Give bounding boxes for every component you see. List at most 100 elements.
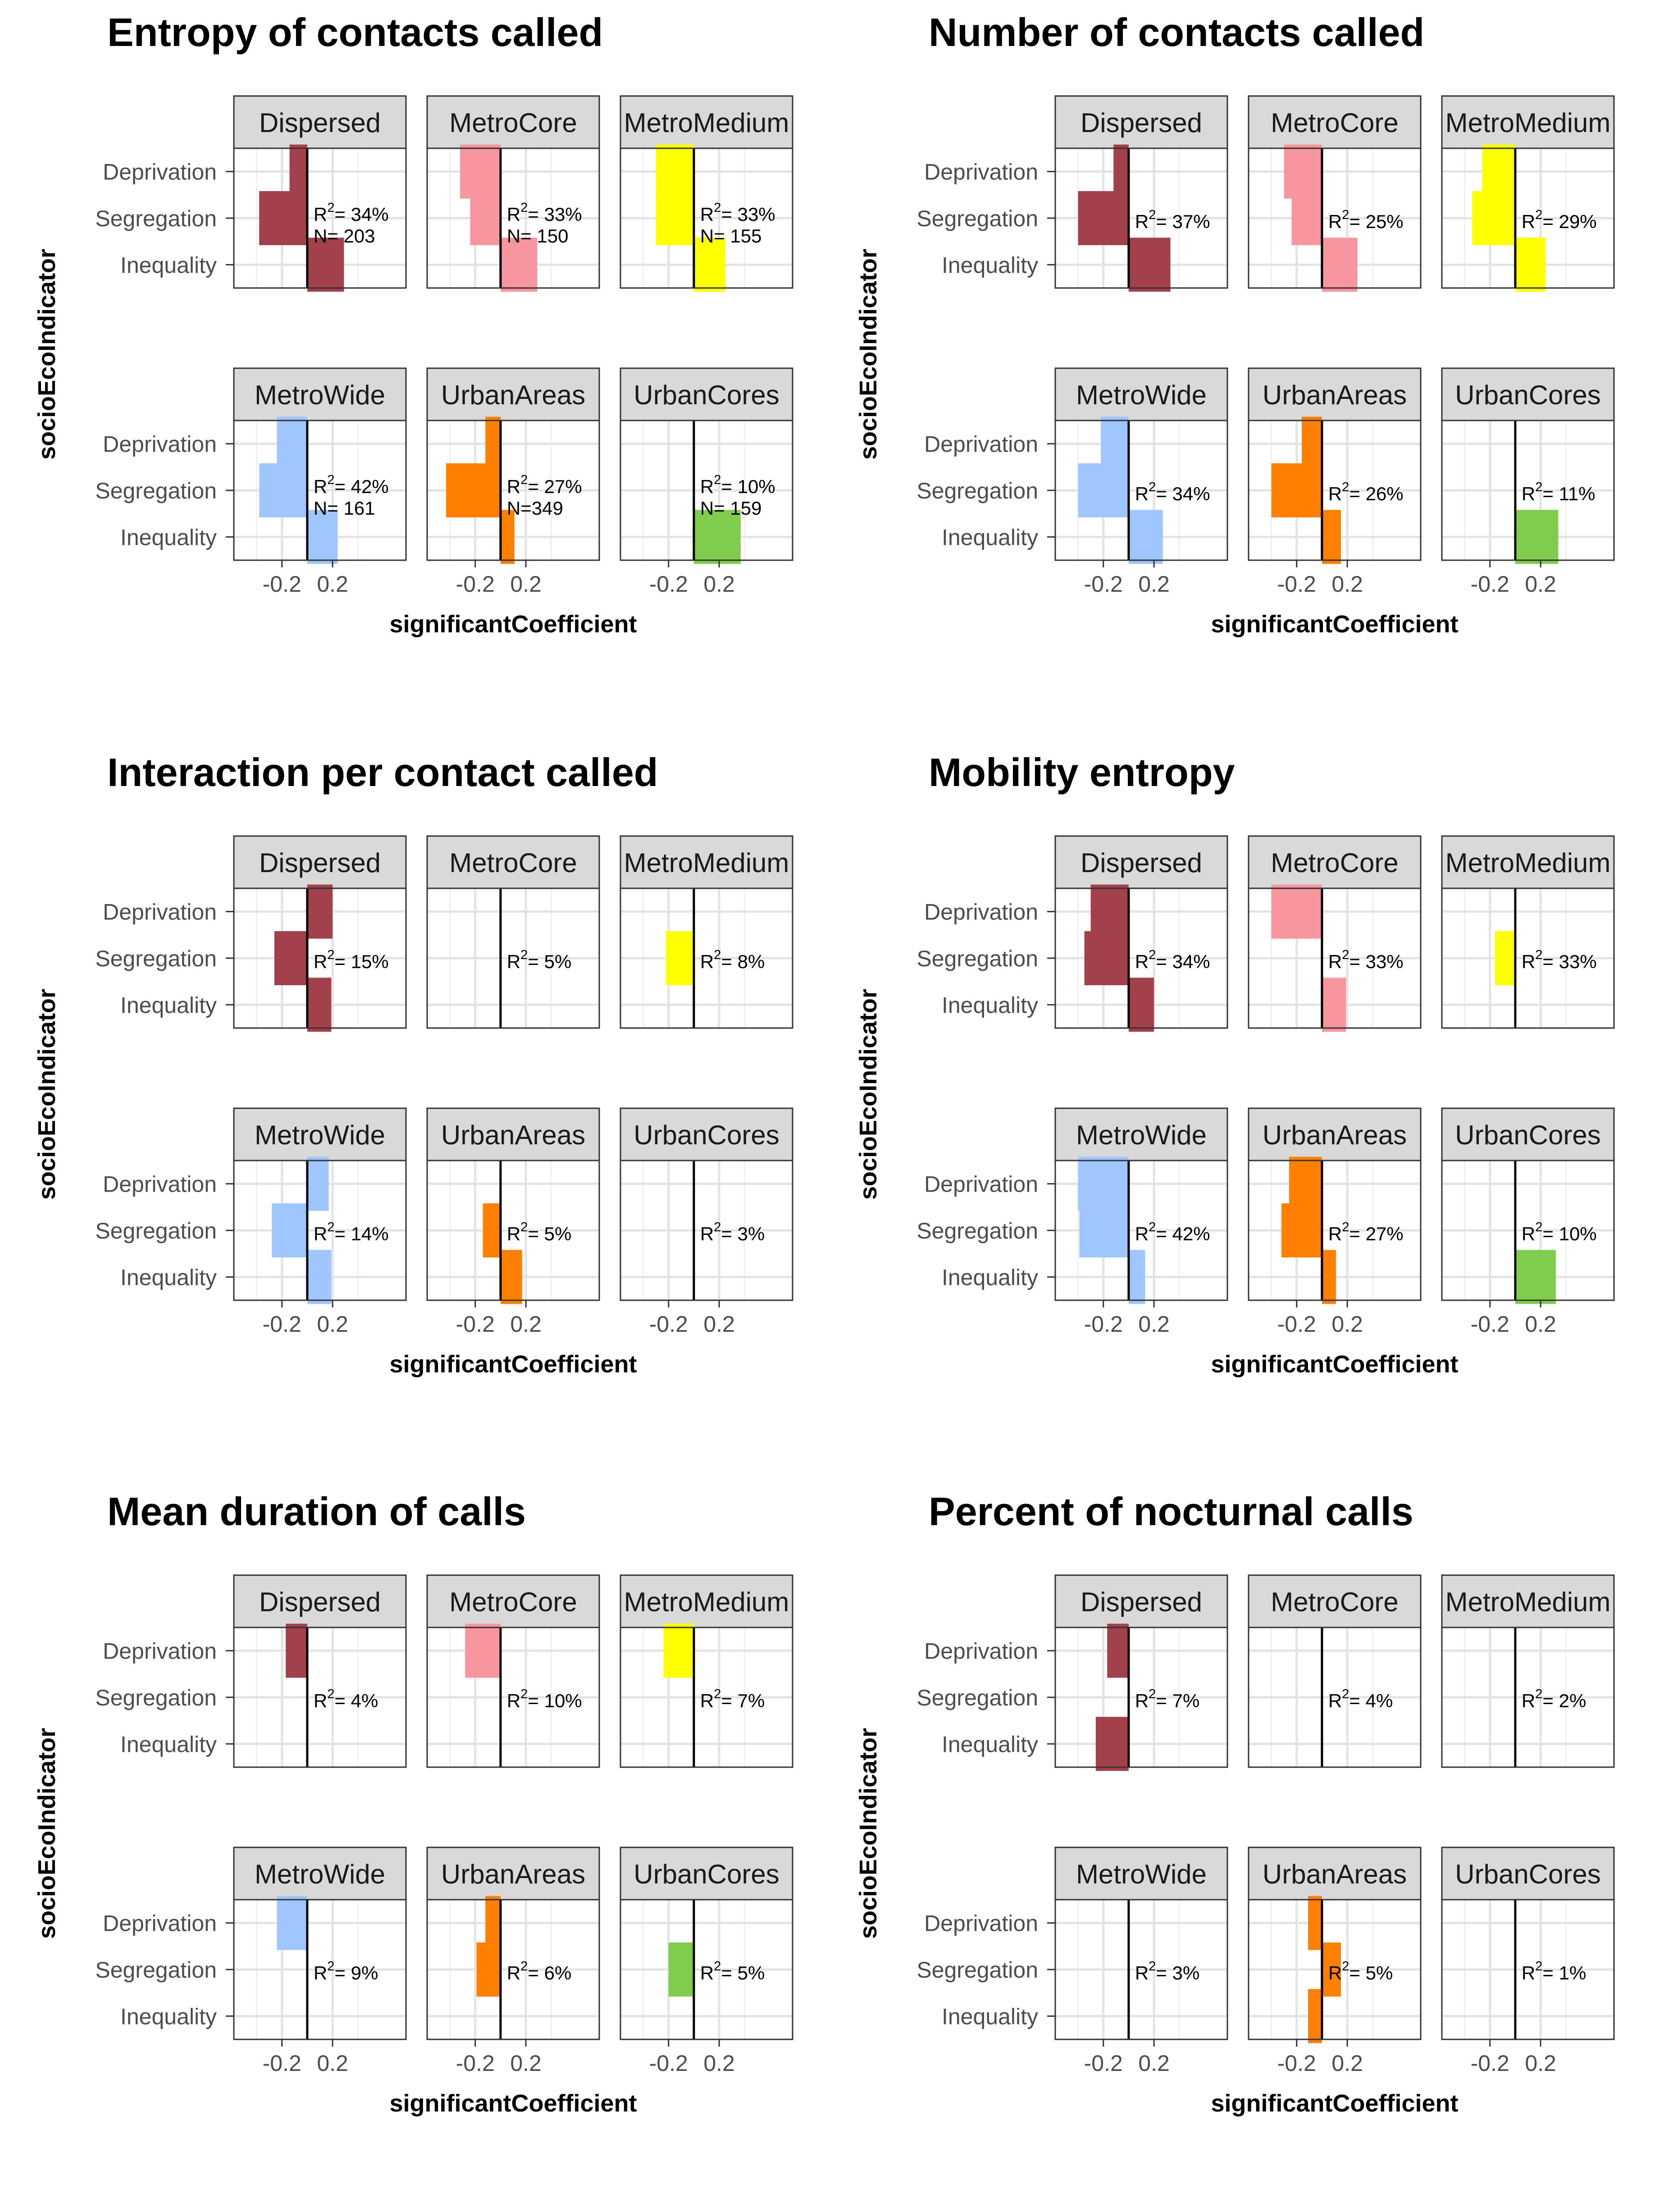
bar-deprivation — [1308, 1896, 1322, 1950]
facet-urbanareas: UrbanAreas R2= 27%N=349 -0.2 0.2 — [426, 367, 600, 597]
facet-strip-label: MetroWide — [255, 1859, 385, 1889]
r-squared-label: R2= 33% — [507, 201, 582, 225]
r-squared-value: = 26% — [1349, 483, 1403, 504]
bar-segregation — [483, 1203, 501, 1257]
bar-inequality — [1515, 1250, 1556, 1304]
facet-strip-label: Dispersed — [259, 108, 381, 138]
x-tick-label: 0.2 — [703, 571, 735, 597]
bar-inequality — [307, 978, 332, 1032]
r-squared-symbol: R — [1328, 211, 1342, 232]
facet-strip — [233, 1107, 407, 1161]
bar-segregation — [259, 463, 307, 517]
x-tick-label: 0.2 — [1331, 2051, 1363, 2076]
r-squared-symbol: R — [700, 951, 714, 972]
facet-urbancores: UrbanCores R2= 3% -0.2 0.2 — [620, 1107, 793, 1337]
r-squared-label: R2= 25% — [1328, 208, 1404, 232]
r-squared-exponent: 2 — [1149, 480, 1156, 494]
r-squared-value: = 33% — [721, 204, 775, 225]
y-tick-label: Deprivation — [924, 160, 1038, 185]
facet-strip-label: MetroMedium — [624, 1587, 789, 1617]
y-tick-label: Inequality — [120, 252, 217, 278]
facet-strip — [233, 1574, 407, 1628]
r-squared-label: R2= 14% — [314, 1220, 389, 1244]
r-squared-symbol: R — [1328, 1223, 1342, 1244]
bar-segregation — [1291, 191, 1322, 245]
panel-border — [620, 1627, 793, 1768]
x-axis-title: significantCoefficient — [389, 2090, 637, 2117]
panel-border — [620, 1899, 793, 2040]
r-squared-value: = 34% — [1156, 951, 1210, 972]
r-squared-exponent: 2 — [1535, 480, 1542, 494]
n-label: N= 203 — [314, 225, 375, 247]
facet-strip-label: MetroWide — [1076, 1120, 1207, 1150]
x-tick-label: 0.2 — [1138, 2051, 1170, 2076]
n-label: N= 155 — [700, 225, 762, 247]
y-axis-title: socioEcoIndicator — [855, 249, 882, 460]
facet-strip — [1441, 1574, 1615, 1628]
y-tick-label: Deprivation — [924, 1639, 1038, 1664]
r-squared-label: R2= 4% — [314, 1687, 378, 1711]
facet-metromedium: MetroMedium R2= 8% — [620, 835, 793, 1029]
bar-deprivation — [656, 144, 694, 199]
facet-metrocore: MetroCore R2= 10% — [426, 1574, 600, 1768]
y-tick-label: Inequality — [120, 992, 217, 1018]
facet-urbanareas: UrbanAreas R2= 5% -0.2 0.2 — [426, 1107, 600, 1337]
r-squared-exponent: 2 — [1342, 948, 1349, 962]
bar-deprivation — [307, 884, 333, 939]
x-tick-label: -0.2 — [649, 1312, 688, 1337]
r-squared-symbol: R — [1522, 1690, 1535, 1711]
bar-deprivation — [485, 1896, 501, 1950]
facet-strip — [1248, 1846, 1422, 1901]
r-squared-symbol: R — [1135, 1962, 1149, 1983]
r-squared-exponent: 2 — [520, 473, 528, 487]
r-squared-symbol: R — [314, 476, 327, 497]
bar-deprivation — [277, 416, 307, 471]
r-squared-symbol: R — [700, 476, 714, 497]
facet-strip — [620, 95, 793, 149]
facet-strip-label: UrbanAreas — [441, 1120, 585, 1150]
bar-inequality — [1322, 510, 1341, 564]
facet-strip-label: MetroMedium — [1445, 848, 1611, 878]
facet-metromedium: MetroMedium R2= 29% — [1441, 95, 1615, 292]
r-squared-value: = 8% — [721, 951, 765, 972]
r-squared-label: R2= 5% — [507, 1220, 571, 1244]
r-squared-label: R2= 42% — [1135, 1220, 1210, 1244]
panel-border — [1248, 147, 1422, 289]
bar-segregation — [470, 191, 501, 245]
chart-0: Entropy of contacts called socioEcoIndica… — [33, 10, 793, 638]
x-tick-label: 0.2 — [317, 1312, 348, 1337]
facet-strip — [1054, 95, 1228, 149]
r-squared-symbol: R — [700, 1690, 714, 1711]
x-tick-label: -0.2 — [1277, 571, 1316, 597]
chart-title: Number of contacts called — [929, 10, 1424, 55]
chart-title: Percent of nocturnal calls — [929, 1489, 1413, 1534]
facet-urbancores: UrbanCores R2= 10%N= 159 -0.2 0.2 — [620, 367, 793, 597]
chart-4: Mean duration of calls socioEcoIndicator D… — [33, 1489, 793, 2117]
bar-segregation — [668, 1942, 694, 1997]
r-squared-exponent: 2 — [1342, 208, 1349, 222]
facet-metrowide: MetroWide R2= 34% Deprivation Segregation In… — [916, 367, 1228, 597]
r-squared-symbol: R — [1522, 483, 1535, 504]
bar-segregation — [1472, 191, 1515, 245]
panel-border — [1441, 887, 1615, 1029]
panel-border — [426, 147, 600, 289]
r-squared-exponent: 2 — [327, 948, 334, 962]
r-squared-label: R2= 27% — [507, 473, 582, 497]
bar-inequality — [1128, 1250, 1145, 1304]
r-squared-symbol: R — [1328, 1690, 1342, 1711]
r-squared-value: = 5% — [528, 1223, 571, 1244]
r-squared-label: R2= 5% — [1328, 1959, 1393, 1983]
facet-dispersed: Dispersed R2= 4% Deprivation Segregation Ine… — [95, 1574, 407, 1768]
bar-deprivation — [286, 1623, 307, 1678]
bar-deprivation — [277, 1896, 307, 1950]
y-tick-label: Deprivation — [103, 432, 217, 457]
x-tick-label: 0.2 — [1525, 1312, 1556, 1337]
r-squared-exponent: 2 — [520, 1220, 528, 1234]
y-tick-label: Deprivation — [924, 900, 1038, 925]
facet-metrocore: MetroCore R2= 4% — [1248, 1574, 1422, 1768]
r-squared-value: = 27% — [1349, 1223, 1403, 1244]
y-tick-label: Deprivation — [103, 1911, 217, 1936]
panel-border — [1441, 1899, 1615, 2040]
facet-strip-label: Dispersed — [259, 1587, 381, 1617]
facet-strip-label: MetroWide — [1076, 1859, 1207, 1889]
